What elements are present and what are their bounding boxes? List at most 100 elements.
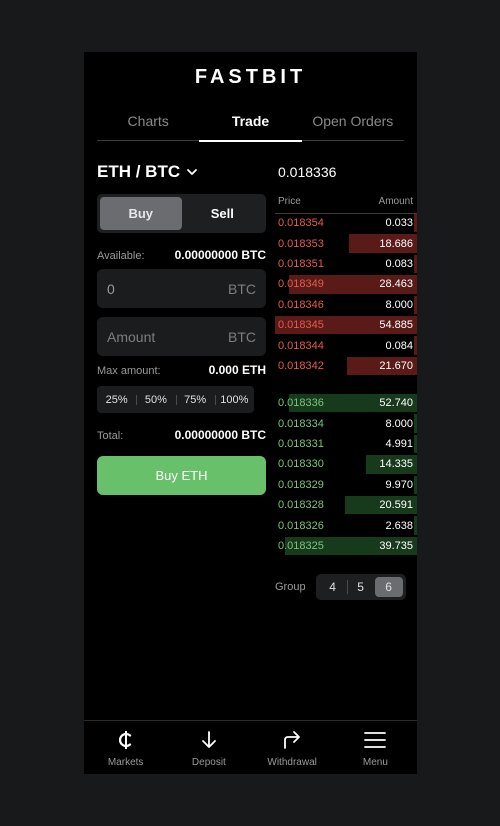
bid-row[interactable]: 0.018326 2.638 [275, 515, 417, 535]
bottom-nav: Markets Deposit Withdrawal Menu [84, 720, 417, 774]
max-amount-value: 0.000 ETH [208, 363, 266, 377]
top-tabs: Charts Trade Open Orders [97, 108, 404, 142]
pair-selector[interactable]: ETH / BTC [97, 162, 198, 182]
ask-row[interactable]: 0.018354 0.033 [275, 213, 417, 233]
bid-amount: 52.740 [379, 397, 413, 410]
nav-menu-label: Menu [362, 757, 388, 768]
buy-eth-button[interactable]: Buy ETH [97, 456, 266, 495]
ask-row[interactable]: 0.018353 18.686 [275, 233, 417, 253]
ask-price: 0.018344 [278, 339, 324, 352]
tab-trade[interactable]: Trade [199, 108, 302, 142]
price-unit: BTC [228, 280, 256, 297]
nav-markets[interactable]: Markets [84, 721, 167, 774]
ask-row[interactable]: 0.018345 54.885 [275, 315, 417, 335]
ask-row[interactable]: 0.018351 0.083 [275, 254, 417, 274]
bid-row[interactable]: 0.018330 14.335 [275, 454, 417, 474]
total-row: Total: 0.00000000 BTC [97, 428, 266, 442]
bid-row[interactable]: 0.018329 9.970 [275, 475, 417, 495]
bid-row[interactable]: 0.018325 39.735 [275, 536, 417, 556]
nav-markets-label: Markets [107, 757, 144, 768]
bid-amount: 2.638 [385, 519, 413, 532]
pair-label: ETH / BTC [97, 162, 181, 181]
total-label: Total: [97, 430, 124, 442]
group-option-4[interactable]: 4 [329, 580, 336, 594]
ask-price: 0.018351 [278, 257, 324, 270]
ask-price: 0.018349 [278, 278, 324, 291]
price-field[interactable]: BTC [97, 269, 266, 308]
bid-price: 0.018325 [278, 539, 324, 552]
ask-depth-bar [414, 336, 417, 355]
max-amount-row: Max amount: 0.000 ETH [97, 363, 266, 377]
bid-depth-bar [414, 434, 417, 454]
app-screen: FASTBIT Charts Trade Open Orders ETH / B… [84, 52, 417, 774]
buy-side-button[interactable]: Buy [100, 197, 182, 230]
ask-list: 0.018354 0.033 0.018353 18.686 0.018351 0.083… [275, 213, 417, 376]
hamburger-icon [364, 732, 387, 748]
bid-depth-bar [414, 414, 417, 433]
bid-price: 0.018334 [278, 417, 324, 430]
group-selector: Group 4 5 6 [275, 574, 406, 600]
ask-amount: 8.000 [385, 298, 413, 311]
bid-depth-bar [414, 475, 417, 494]
ask-price: 0.018354 [278, 217, 324, 230]
nav-withdrawal[interactable]: Withdrawal [251, 721, 334, 774]
forward-arrow-icon [284, 731, 301, 749]
ask-depth-bar [347, 356, 417, 376]
ask-depth-bar [414, 254, 417, 274]
percent-75-button[interactable]: 75% [175, 394, 215, 406]
chevron-down-icon [187, 169, 198, 175]
ask-amount: 54.885 [379, 319, 413, 332]
percent-100-button[interactable]: 100% [214, 394, 254, 406]
available-value: 0.00000000 BTC [174, 248, 266, 262]
bid-list: 0.018336 52.740 0.018334 8.000 0.018331 4.991… [275, 393, 417, 556]
bid-price: 0.018336 [278, 397, 324, 410]
brand-logo: FASTBIT [194, 66, 307, 88]
ask-price: 0.018342 [278, 359, 324, 372]
nav-menu[interactable]: Menu [334, 721, 417, 774]
ask-amount: 0.084 [385, 339, 413, 352]
amount-input[interactable] [107, 328, 228, 345]
ask-row[interactable]: 0.018342 21.670 [275, 356, 417, 376]
amount-header: Amount [378, 196, 413, 207]
nav-deposit-label: Deposit [191, 757, 226, 768]
available-row: Available: 0.00000000 BTC [97, 248, 266, 262]
group-option-5[interactable]: 5 [346, 577, 375, 597]
ask-depth-bar [414, 295, 417, 314]
bid-row[interactable]: 0.018336 52.740 [275, 393, 417, 413]
ask-row[interactable]: 0.018344 0.084 [275, 335, 417, 355]
orderbook-divider [275, 213, 417, 214]
bid-depth-bar [414, 516, 417, 535]
available-label: Available: [97, 250, 145, 262]
sell-side-button[interactable]: Sell [210, 206, 234, 221]
group-label: Group [275, 581, 306, 593]
ask-row[interactable]: 0.018349 28.463 [275, 274, 417, 294]
bid-depth-bar [344, 495, 417, 515]
ask-depth-bar [289, 275, 417, 294]
price-input[interactable] [107, 280, 228, 297]
price-header: Price [278, 196, 301, 207]
bid-price: 0.018328 [278, 499, 324, 512]
bid-price: 0.018326 [278, 519, 324, 532]
percent-selector: 25% 50% 75% 100% [97, 386, 254, 413]
percent-50-button[interactable]: 50% [136, 394, 175, 406]
nav-withdrawal-label: Withdrawal [267, 757, 317, 768]
bid-row[interactable]: 0.018334 8.000 [275, 413, 417, 433]
orderbook-header: Price Amount [278, 196, 417, 207]
ask-row[interactable]: 0.018346 8.000 [275, 295, 417, 315]
ask-price: 0.018353 [278, 237, 324, 250]
tab-charts[interactable]: Charts [127, 113, 169, 129]
bid-row[interactable]: 0.018328 20.591 [275, 495, 417, 515]
bid-amount: 14.335 [379, 458, 413, 471]
amount-field[interactable]: BTC [97, 317, 266, 356]
ask-amount: 21.670 [379, 359, 413, 372]
ask-amount: 18.686 [379, 237, 413, 250]
group-options: 4 5 6 [315, 574, 406, 600]
bid-row[interactable]: 0.018331 4.991 [275, 434, 417, 454]
tab-open-orders[interactable]: Open Orders [312, 113, 394, 129]
bid-price: 0.018330 [278, 458, 324, 471]
group-option-6[interactable]: 6 [374, 577, 403, 597]
nav-deposit[interactable]: Deposit [167, 721, 250, 774]
max-amount-label: Max amount: [97, 365, 161, 377]
bid-amount: 4.991 [385, 437, 413, 450]
percent-25-button[interactable]: 25% [105, 393, 128, 406]
